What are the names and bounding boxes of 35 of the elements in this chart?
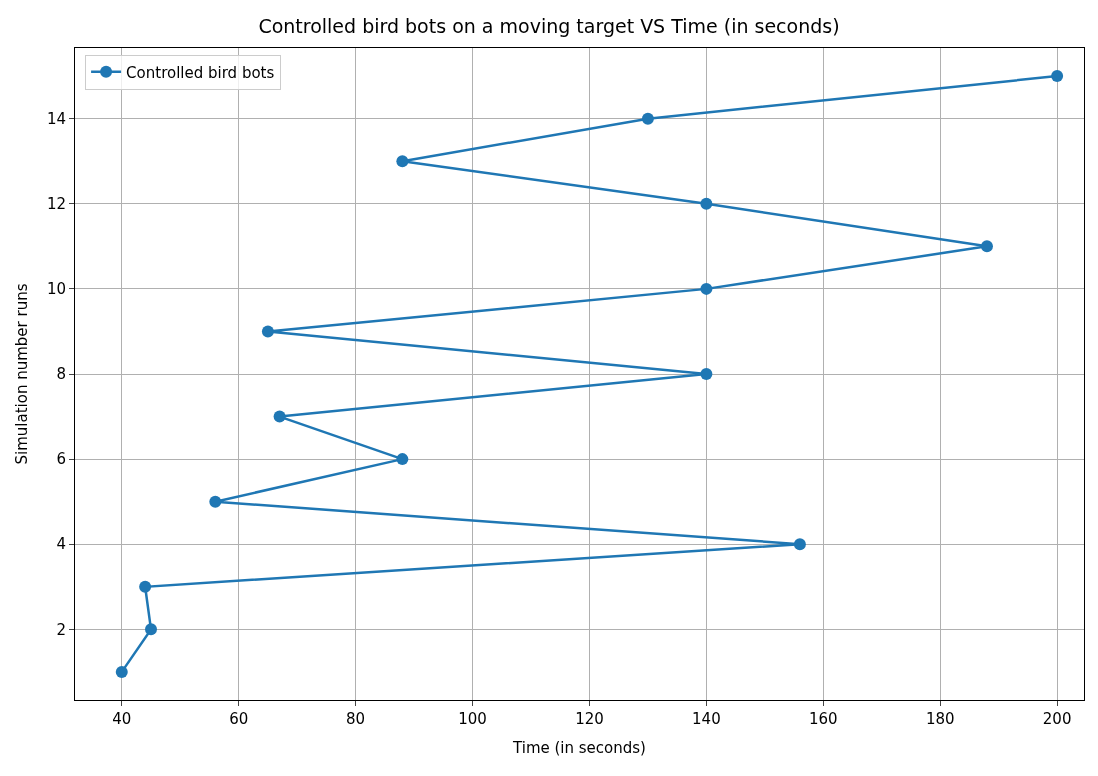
point <box>700 197 713 210</box>
point <box>115 665 128 678</box>
point <box>261 325 274 338</box>
point <box>793 538 806 551</box>
point <box>980 240 993 253</box>
x-tick-label: 140 <box>692 710 721 728</box>
point <box>641 112 654 125</box>
point <box>396 155 409 168</box>
y-tick-label: 14 <box>46 109 66 128</box>
x-tick-label: 60 <box>229 710 249 728</box>
y-tick-label: 6 <box>56 450 66 469</box>
y-axis-title: Simulation number runs <box>13 283 32 465</box>
point <box>700 282 713 295</box>
y-tick-label: 12 <box>46 195 66 214</box>
point <box>273 410 286 423</box>
y-tick-label: 2 <box>56 620 66 639</box>
x-tick-label: 120 <box>575 710 604 728</box>
point <box>145 623 157 636</box>
point <box>396 453 409 466</box>
x-axis-title: Time (in seconds) <box>512 739 646 757</box>
point <box>1051 70 1064 83</box>
point <box>139 580 152 593</box>
y-tick-label: 10 <box>46 280 66 299</box>
chart-title: Controlled bird bots on a moving target VS Time (in seconds) <box>258 14 840 37</box>
legend-label: Controlled bird bots <box>126 63 275 82</box>
x-tick-label: 180 <box>925 710 955 728</box>
y-tick-label: 8 <box>56 365 66 384</box>
x-tick-label: 80 <box>346 710 366 728</box>
x-tick-label: 200 <box>1042 710 1072 728</box>
x-tick-label: 40 <box>112 710 132 728</box>
point <box>209 495 222 508</box>
y-tick-label: 4 <box>56 535 66 554</box>
x-tick-label: 160 <box>808 710 838 728</box>
point <box>700 368 713 380</box>
x-tick-label: 100 <box>458 710 487 728</box>
